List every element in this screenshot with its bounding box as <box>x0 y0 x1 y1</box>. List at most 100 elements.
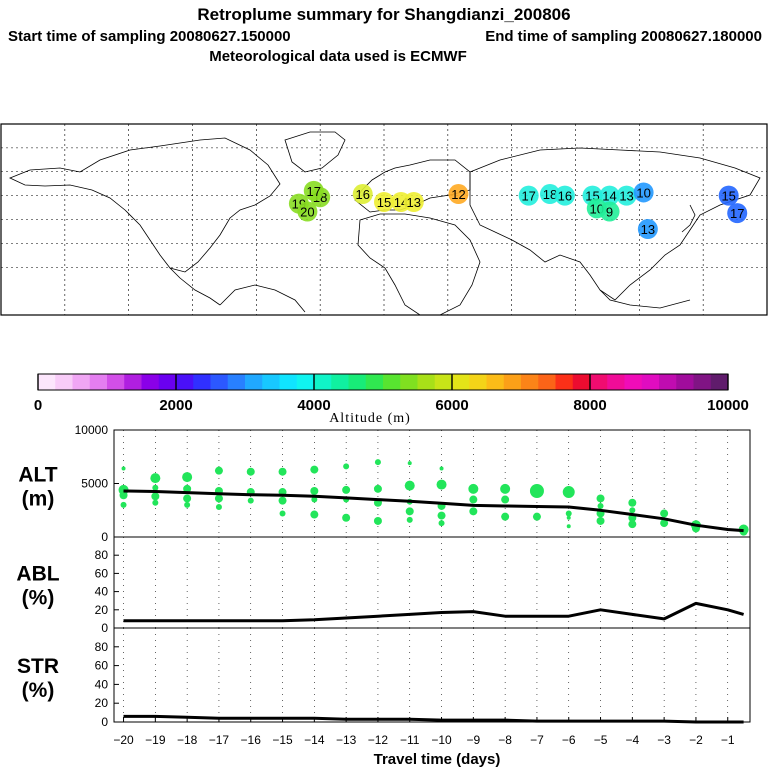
plume-cluster-circle <box>374 191 394 212</box>
plume-cluster-circle <box>539 184 560 205</box>
alt-scatter-point <box>566 524 571 529</box>
colorbar-cell <box>590 374 608 390</box>
plume-cluster-circle <box>518 185 539 206</box>
alt-scatter-point <box>597 502 604 509</box>
plume-cluster-label: 13 <box>407 195 421 210</box>
map-graticule <box>1 124 767 315</box>
alt-scatter-point <box>152 499 159 506</box>
y-tick-label: 20 <box>95 603 109 617</box>
plume-cluster-circle <box>297 201 318 222</box>
x-tick-label: −16 <box>241 733 262 747</box>
alt-scatter-point <box>596 516 605 525</box>
alt-scatter-point <box>119 491 128 500</box>
colorbar-cell <box>503 374 522 390</box>
plume-cluster-circle <box>718 185 739 206</box>
colorbar-cell <box>693 374 712 390</box>
colorbar-tick-label: 4000 <box>297 397 330 414</box>
panel-ylabel-unit: (%) <box>22 679 55 702</box>
plume-cluster-circle <box>403 191 424 212</box>
colorbar-cell <box>314 374 332 390</box>
y-tick-label: 80 <box>95 548 109 562</box>
start-time-label: Start time of sampling 20080627.150000 <box>8 28 291 45</box>
x-tick-label: −14 <box>304 733 325 747</box>
colorbar-cell <box>55 374 73 390</box>
alt-scatter-point <box>278 496 287 505</box>
colorbar-cell <box>141 374 160 390</box>
alt-scatter-point <box>566 515 571 520</box>
alt-scatter-point <box>183 484 192 493</box>
y-tick-label: 60 <box>95 659 109 673</box>
plume-cluster-label: 17 <box>730 206 744 221</box>
colorbar-cell <box>521 374 539 390</box>
alt-scatter-point <box>120 501 127 508</box>
figure-title: Retroplume summary for Shangdianzi_20080… <box>197 5 570 24</box>
y-tick-label: 40 <box>95 585 109 599</box>
x-tick-label: −10 <box>431 733 452 747</box>
panel-ylabel-name: STR <box>17 655 59 678</box>
series-line-str <box>123 714 744 724</box>
alt-scatter-point <box>660 519 669 528</box>
alt-scatter-point <box>436 479 447 490</box>
x-tick-label: −6 <box>562 733 576 747</box>
alt-scatter-point <box>182 472 193 483</box>
alt-scatter-point <box>215 504 222 511</box>
plume-cluster-label: 17 <box>521 189 535 204</box>
y-tick-label: 40 <box>95 677 109 691</box>
x-tick-label: −4 <box>625 733 639 747</box>
x-tick-label: −15 <box>272 733 293 747</box>
plume-cluster-circle <box>554 185 575 206</box>
alt-scatter-point <box>469 495 478 504</box>
colorbar-cell <box>676 374 694 390</box>
alt-scatter-point <box>183 494 192 503</box>
colorbar-cell <box>607 374 625 390</box>
coastlines <box>8 131 761 316</box>
colorbar-cell <box>400 374 418 390</box>
alt-scatter-point <box>407 461 412 466</box>
colorbar-cell <box>89 374 108 390</box>
colorbar-cell <box>469 374 487 390</box>
alt-scatter-point <box>214 466 223 475</box>
colorbar-cell <box>279 374 298 390</box>
met-data-label: Meteorological data used is ECMWF <box>209 48 467 65</box>
colorbar-cell <box>245 374 263 390</box>
alt-scatter-point <box>438 520 445 527</box>
colorbar-cell <box>710 374 729 390</box>
alt-scatter-point <box>437 511 446 520</box>
y-tick-label: 5000 <box>81 477 108 491</box>
x-tick-label: −11 <box>400 733 420 747</box>
x-tick-label: −13 <box>336 733 357 747</box>
plume-cluster-circle <box>599 201 620 222</box>
colorbar-cell <box>452 374 470 390</box>
alt-scatter-point <box>310 486 319 495</box>
alt-scatter-point <box>468 483 479 494</box>
colorbar-cell <box>434 374 453 390</box>
alt-scatter-point <box>184 501 191 508</box>
x-axis-label: Travel time (days) <box>374 751 501 768</box>
plume-cluster-label: 13 <box>641 222 655 237</box>
alt-scatter-point <box>529 483 544 498</box>
plume-cluster-label: 16 <box>355 187 369 202</box>
alt-scatter-point <box>246 467 255 476</box>
colorbar-cell <box>158 374 177 390</box>
alt-scatter-point <box>121 466 126 471</box>
alt-scatter-point <box>343 463 350 470</box>
plume-cluster-circle <box>727 203 748 224</box>
colorbar-cell <box>641 374 660 390</box>
y-tick-label: 20 <box>95 696 109 710</box>
alt-scatter-point <box>247 497 254 504</box>
plume-cluster-label: 12 <box>451 187 465 202</box>
alt-scatter-point <box>469 507 478 516</box>
plume-cluster-circle <box>599 185 620 206</box>
alt-scatter-point <box>342 513 351 522</box>
plume-cluster-circle <box>303 180 324 201</box>
alt-scatter-point <box>628 498 637 507</box>
x-tick-label: −2 <box>689 733 703 747</box>
colorbar-tick-label: 8000 <box>573 397 606 414</box>
plume-cluster-circle <box>637 219 658 240</box>
panel-frame <box>113 429 751 538</box>
plume-cluster-circle <box>448 184 469 205</box>
alt-scatter-point <box>373 484 382 493</box>
colorbar-cell <box>210 374 229 390</box>
colorbar-tick-label: 2000 <box>159 397 192 414</box>
chart-panels: 0500010000ALT(m)020406080ABL(%)020406080… <box>16 423 751 747</box>
